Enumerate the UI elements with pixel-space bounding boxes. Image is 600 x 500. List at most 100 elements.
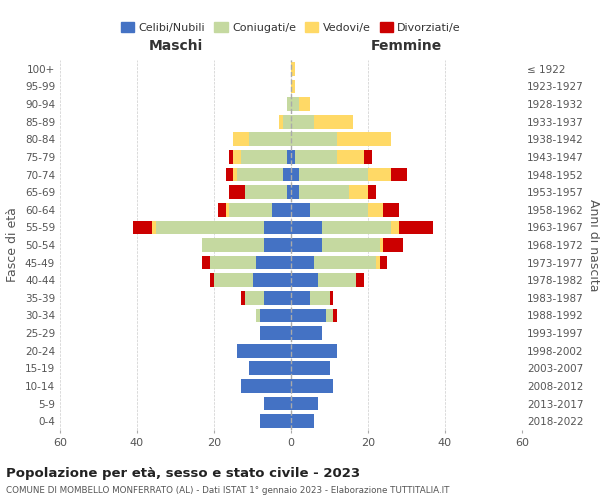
Bar	[356, 274, 364, 287]
Bar	[310, 203, 368, 216]
Bar	[291, 414, 314, 428]
Bar	[322, 220, 391, 234]
Text: Femmine: Femmine	[371, 39, 442, 53]
Bar	[241, 291, 245, 304]
Bar	[291, 220, 322, 234]
Bar	[291, 274, 318, 287]
Bar	[299, 168, 368, 181]
Bar	[291, 203, 310, 216]
Bar	[287, 186, 291, 199]
Bar	[256, 256, 291, 270]
Bar	[364, 150, 372, 164]
Bar	[229, 203, 272, 216]
Bar	[283, 115, 291, 128]
Bar	[264, 396, 291, 410]
Bar	[376, 256, 380, 270]
Bar	[291, 238, 322, 252]
Bar	[337, 132, 391, 146]
Bar	[349, 186, 368, 199]
Bar	[399, 220, 433, 234]
Bar	[318, 274, 356, 287]
Text: Popolazione per età, sesso e stato civile - 2023: Popolazione per età, sesso e stato civil…	[6, 468, 360, 480]
Text: COMUNE DI MOMBELLO MONFERRATO (AL) - Dati ISTAT 1° gennaio 2023 - Elaborazione T: COMUNE DI MOMBELLO MONFERRATO (AL) - Dat…	[6, 486, 449, 495]
Bar	[383, 203, 399, 216]
Bar	[248, 132, 291, 146]
Bar	[291, 379, 334, 393]
Bar	[237, 344, 291, 358]
Bar	[291, 168, 299, 181]
Bar	[214, 274, 253, 287]
Bar	[272, 203, 291, 216]
Bar	[152, 220, 156, 234]
Bar	[291, 344, 337, 358]
Bar	[299, 186, 349, 199]
Bar	[280, 115, 283, 128]
Bar	[291, 186, 299, 199]
Bar	[322, 238, 380, 252]
Bar	[334, 308, 337, 322]
Bar	[329, 291, 334, 304]
Bar	[210, 256, 256, 270]
Bar	[295, 150, 337, 164]
Bar	[229, 150, 233, 164]
Bar	[253, 274, 291, 287]
Bar	[314, 115, 353, 128]
Bar	[133, 220, 152, 234]
Bar	[226, 203, 229, 216]
Bar	[287, 150, 291, 164]
Bar	[237, 168, 283, 181]
Bar	[368, 186, 376, 199]
Bar	[291, 115, 314, 128]
Bar	[260, 308, 291, 322]
Bar	[383, 238, 403, 252]
Bar	[287, 97, 291, 111]
Bar	[391, 220, 399, 234]
Bar	[229, 186, 245, 199]
Bar	[368, 168, 391, 181]
Bar	[337, 150, 364, 164]
Bar	[291, 97, 299, 111]
Bar	[291, 62, 295, 76]
Bar	[291, 132, 337, 146]
Bar	[299, 97, 310, 111]
Bar	[291, 326, 322, 340]
Bar	[291, 256, 314, 270]
Bar	[233, 132, 248, 146]
Bar	[248, 362, 291, 375]
Bar	[368, 203, 383, 216]
Legend: Celibi/Nubili, Coniugati/e, Vedovi/e, Divorziati/e: Celibi/Nubili, Coniugati/e, Vedovi/e, Di…	[116, 18, 466, 37]
Bar	[310, 291, 329, 304]
Bar	[233, 150, 241, 164]
Bar	[264, 238, 291, 252]
Bar	[283, 168, 291, 181]
Bar	[264, 291, 291, 304]
Y-axis label: Anni di nascita: Anni di nascita	[587, 198, 600, 291]
Bar	[291, 308, 326, 322]
Bar	[202, 256, 210, 270]
Bar	[291, 362, 329, 375]
Y-axis label: Fasce di età: Fasce di età	[7, 208, 19, 282]
Bar	[291, 150, 295, 164]
Bar	[291, 291, 310, 304]
Bar	[264, 220, 291, 234]
Bar	[291, 80, 295, 94]
Bar	[241, 379, 291, 393]
Bar	[391, 168, 407, 181]
Text: Maschi: Maschi	[148, 39, 203, 53]
Bar	[245, 291, 264, 304]
Bar	[314, 256, 376, 270]
Bar	[326, 308, 334, 322]
Bar	[241, 150, 287, 164]
Bar	[380, 256, 387, 270]
Bar	[291, 396, 318, 410]
Bar	[245, 186, 287, 199]
Bar	[218, 203, 226, 216]
Bar	[380, 238, 383, 252]
Bar	[210, 274, 214, 287]
Bar	[156, 220, 264, 234]
Bar	[256, 308, 260, 322]
Bar	[260, 414, 291, 428]
Bar	[226, 168, 233, 181]
Bar	[233, 168, 237, 181]
Bar	[202, 238, 264, 252]
